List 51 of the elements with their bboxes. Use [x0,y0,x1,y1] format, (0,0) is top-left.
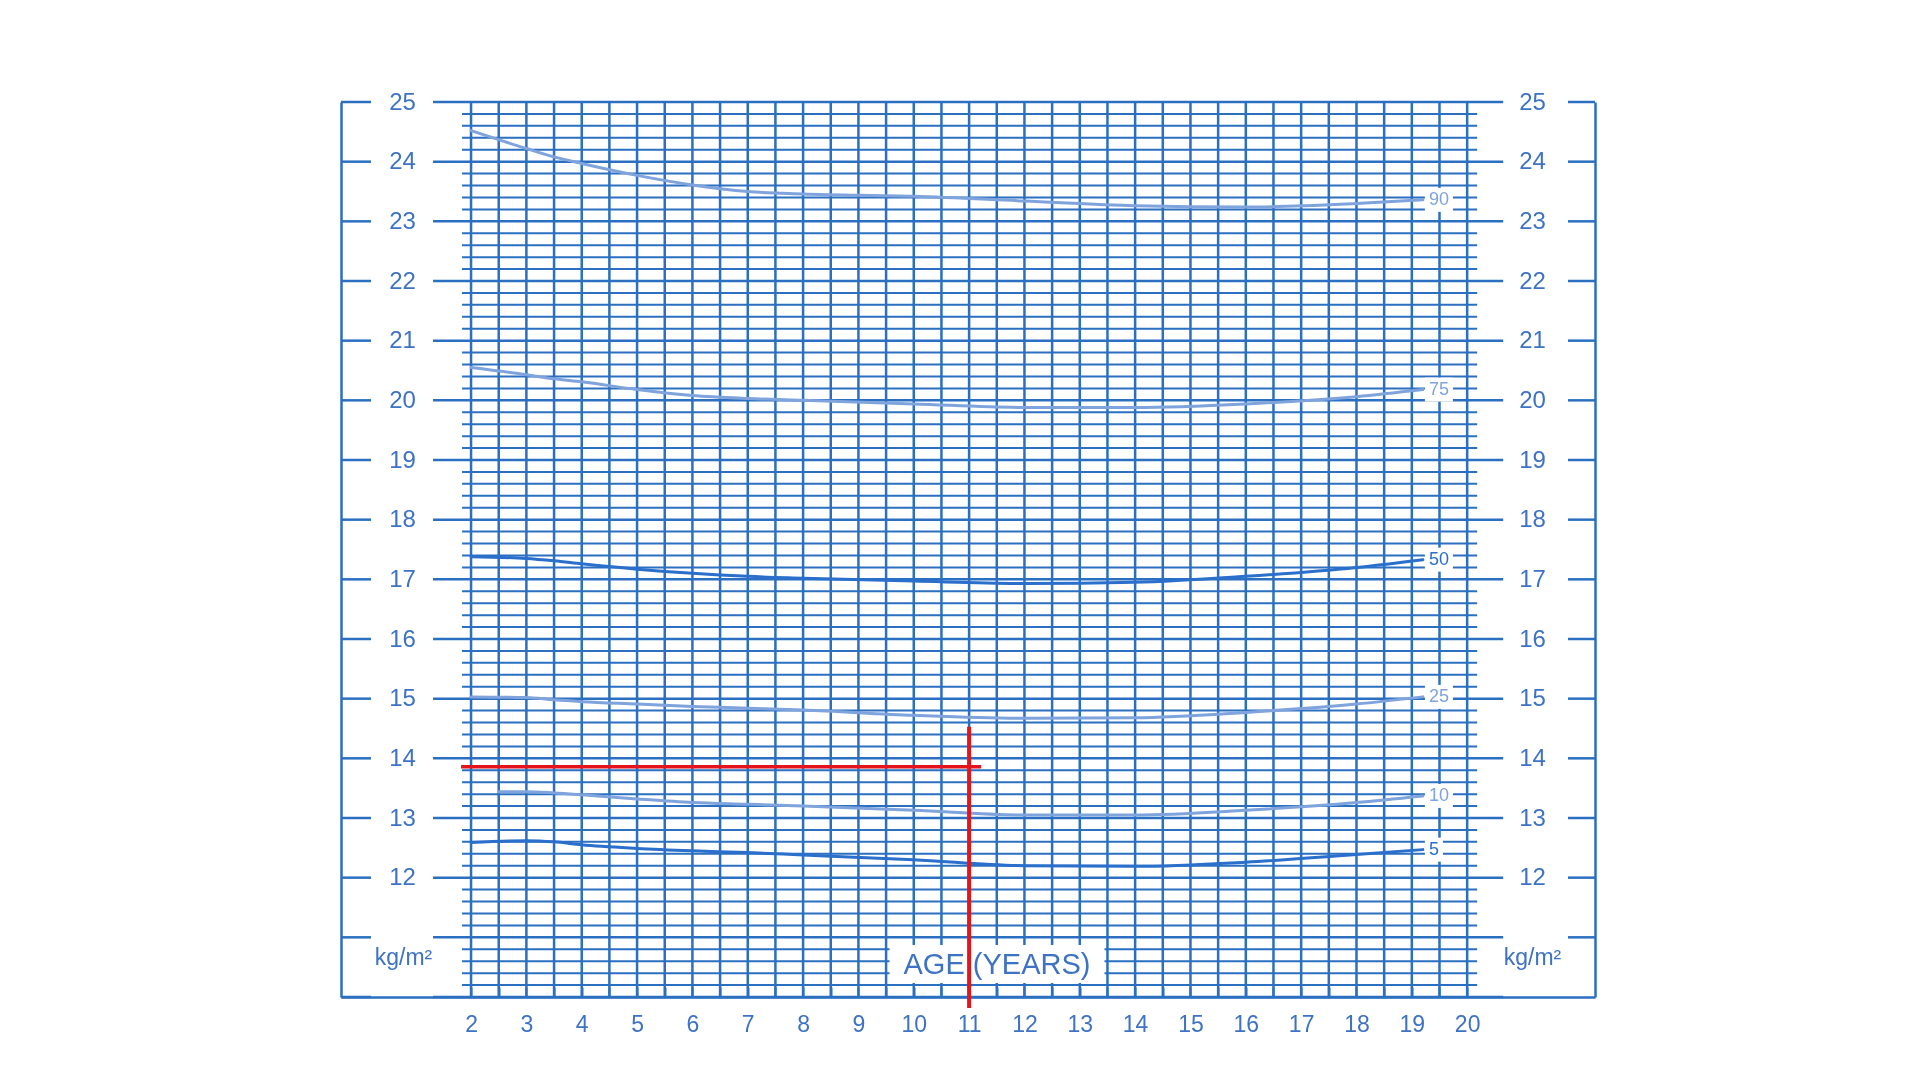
y-tick-label: 12 [389,863,416,891]
y-tick-label: 20 [389,385,416,413]
x-tick-label: 18 [1344,1010,1370,1037]
x-tick-label: 19 [1399,1010,1426,1037]
y-tick-label: 14 [389,743,416,771]
y2-tick-label: 23 [1519,206,1546,234]
x-tick-label: 2 [465,1010,478,1037]
x-tick-label: 20 [1454,1010,1481,1037]
y-tick-label: 22 [389,266,416,294]
y2-tick-label: 14 [1519,743,1546,771]
y2-tick-label: 22 [1519,266,1546,294]
y2-tick-label: 13 [1519,803,1546,831]
y2-tick-label: 21 [1519,326,1546,354]
x-tick-label: 9 [852,1010,866,1037]
y-tick-label: 17 [389,564,416,592]
y-tick-label: 24 [389,147,416,175]
x-tick-label: 3 [520,1010,534,1037]
x-tick-label: 13 [1067,1010,1094,1037]
x-tick-label: 14 [1122,1010,1149,1037]
y2-tick-label: 12 [1519,863,1546,891]
y-tick-label: 13 [389,803,416,831]
x-tick-label: 6 [686,1010,700,1037]
x-tick-label: 11 [957,1010,982,1037]
series-label: 5 [1428,838,1439,859]
y2-tick-label: 15 [1519,684,1546,712]
y2-tick-label: 16 [1519,624,1546,652]
y2-tick-label: 24 [1519,147,1546,175]
x-tick-label: 10 [901,1010,928,1037]
x-tick-label: 15 [1178,1010,1204,1037]
x-tick-label: 5 [631,1010,644,1037]
x-tick-label: 16 [1233,1010,1260,1037]
x-tick-label: 8 [797,1010,810,1037]
y-tick-label: 18 [389,505,416,533]
y-tick-label: 25 [389,87,416,115]
y2-tick-label: 20 [1519,385,1546,413]
y2-tick-label: 17 [1519,564,1546,592]
x-tick-label: 4 [575,1010,589,1037]
y-tick-label: 15 [389,684,416,712]
x-tick-label: 17 [1288,1010,1315,1037]
y2-tick-label: 19 [1519,445,1546,473]
y2-tick-label: 18 [1519,505,1546,533]
y2-axis-title: kg/m² [1503,943,1562,970]
y-axis-title: kg/m² [374,943,433,970]
y-tick-label: 16 [389,624,416,652]
x-axis-title: AGE (YEARS) [903,948,1091,980]
y-tick-label: 23 [389,206,416,234]
x-tick-label: 7 [741,1010,755,1037]
y2-tick-label: 25 [1519,87,1546,115]
y-tick-label: 21 [389,326,416,354]
y-tick-label: 19 [389,445,416,473]
x-tick-label: 12 [1012,1010,1038,1037]
